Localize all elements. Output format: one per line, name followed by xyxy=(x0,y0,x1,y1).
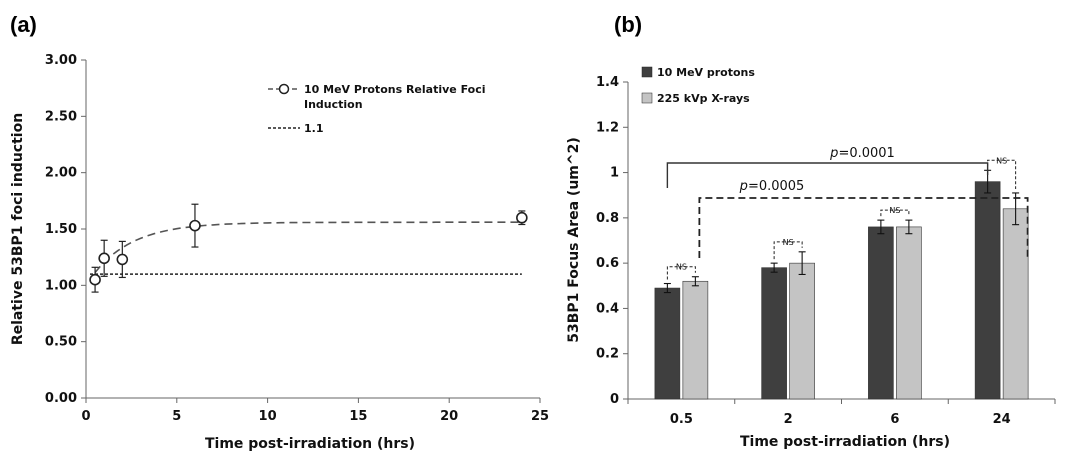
a-data-point xyxy=(189,219,201,232)
b-legend-label-xrays: 225 kVp X-rays xyxy=(657,92,750,105)
b-bar xyxy=(868,226,894,400)
b-pvalue-bracket-2 xyxy=(698,197,1029,258)
b-y-tick-label: 0.6 xyxy=(596,256,619,271)
b-pvalue-label-1: p=0.0001 xyxy=(829,146,895,161)
b-bar xyxy=(761,267,787,400)
a-data-point xyxy=(98,252,110,265)
a-legend-label-series-line2: Induction xyxy=(304,98,363,111)
a-x-tick-label: 5 xyxy=(172,409,181,424)
b-legend-label-protons: 10 MeV protons xyxy=(657,66,755,79)
b-ns-label: NS xyxy=(996,156,1007,165)
a-x-tick-label: 15 xyxy=(349,409,367,424)
a-y-axis-title: Relative 53BP1 foci induction xyxy=(10,113,26,345)
a-y-tick-label: 0.00 xyxy=(45,391,77,406)
b-y-tick-label: 0 xyxy=(610,392,619,407)
b-bar xyxy=(682,280,709,400)
a-legend-label-series: 10 MeV Protons Relative Foci xyxy=(304,83,485,96)
a-x-tick-label: 20 xyxy=(440,409,458,424)
a-x-tick-label: 25 xyxy=(531,409,549,424)
a-data-point xyxy=(89,273,101,286)
a-legend: 10 MeV Protons Relative Foci Induction 1… xyxy=(268,83,485,135)
a-x-axis-title: Time post-irradiation (hrs) xyxy=(205,436,415,452)
b-bar xyxy=(789,262,815,400)
a-data-point xyxy=(516,211,528,224)
a-fit-curve xyxy=(94,221,522,274)
b-pvalue-bracket-1 xyxy=(666,162,989,188)
panel-b-label: (b) xyxy=(614,12,642,37)
b-legend-swatch-xrays xyxy=(641,92,653,104)
panel-a-chart: 0.000.501.001.502.002.503.00 0 5 10 15 20 25 … xyxy=(10,53,549,452)
b-x-axis-title: Time post-irradiation (hrs) xyxy=(740,434,950,450)
a-y-tick-label: 2.00 xyxy=(45,166,77,181)
b-y-tick-label: 0.2 xyxy=(596,347,619,362)
b-bar xyxy=(896,226,922,400)
a-x-tick-label: 0 xyxy=(81,409,90,424)
panel-b-chart: 0 0.2 0.4 0.6 0.8 1 1.2 1.4 0.5 2 6 24 Time post-i… xyxy=(566,66,1056,450)
a-y-tick-label: 2.50 xyxy=(45,109,77,124)
b-ns-label: NS xyxy=(889,206,900,215)
a-y-tick-label: 1.00 xyxy=(45,278,77,293)
b-y-tick-label: 0.4 xyxy=(596,301,619,316)
b-x-tick-label: 6 xyxy=(890,412,899,427)
b-ns-label: NS xyxy=(676,263,687,272)
b-y-tick-label: 1.2 xyxy=(596,120,619,135)
b-y-tick-label: 1.4 xyxy=(596,75,619,90)
b-ns-bracket xyxy=(773,241,803,260)
b-y-tick-label: 0.8 xyxy=(596,211,619,226)
a-y-tick-label: 0.50 xyxy=(45,335,77,350)
b-ns-bracket xyxy=(666,266,696,280)
a-data-point xyxy=(116,253,129,266)
b-pvalue-label-2: p=0.0005 xyxy=(739,179,805,194)
b-ns-bracket xyxy=(987,159,1017,189)
panel-a-label: (a) xyxy=(10,12,37,37)
b-bar xyxy=(654,287,681,400)
b-x-tick-label: 24 xyxy=(993,412,1011,427)
a-y-tick-label: 3.00 xyxy=(45,53,77,68)
b-ns-label: NS xyxy=(783,238,794,247)
b-bar xyxy=(1002,208,1029,400)
a-legend-label-ref: 1.1 xyxy=(304,122,324,135)
b-y-axis-title: 53BP1 Focus Area (um^2) xyxy=(566,137,582,343)
b-legend-swatch-protons xyxy=(641,66,653,78)
b-x-tick-label: 0.5 xyxy=(670,412,693,427)
b-y-tick-label: 1 xyxy=(610,166,619,181)
a-y-tick-label: 1.50 xyxy=(45,222,77,237)
b-ns-bracket xyxy=(880,209,910,217)
a-legend-marker xyxy=(278,83,290,95)
a-x-tick-label: 10 xyxy=(259,409,277,424)
b-x-tick-label: 2 xyxy=(784,412,793,427)
b-legend: 10 MeV protons 225 kVp X-rays xyxy=(641,66,755,105)
b-bar xyxy=(974,181,1001,400)
